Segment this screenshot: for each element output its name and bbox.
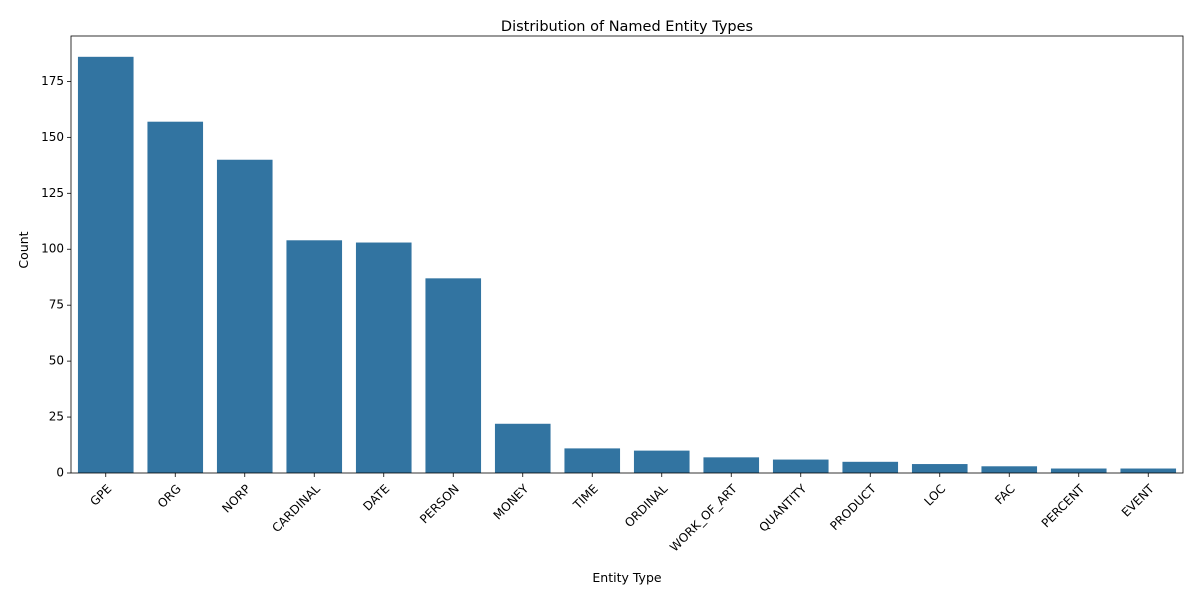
y-tick-label: 125 <box>41 186 64 200</box>
bar-ordinal <box>633 450 690 473</box>
bar-time <box>564 448 621 473</box>
x-axis-label: Entity Type <box>592 570 661 585</box>
axes-layer <box>70 35 1184 474</box>
x-tick-label: PRODUCT <box>827 481 879 533</box>
x-tick-label: EVENT <box>1119 481 1157 519</box>
y-tick-label: 25 <box>49 410 64 424</box>
x-tick-label: WORK_OF_ART <box>667 481 740 554</box>
chart-title: Distribution of Named Entity Types <box>501 19 753 35</box>
y-tick-label: 150 <box>41 130 64 144</box>
plot-frame <box>70 35 1184 474</box>
bar-person <box>425 278 482 473</box>
y-tick-label: 0 <box>56 466 64 480</box>
y-tick-label: 50 <box>49 354 64 368</box>
ticks-layer: GPE ORG NORP CARDINAL DATE PERSON MONEY TIME ORD… <box>41 74 1157 555</box>
y-tick-label: 100 <box>41 242 64 256</box>
x-tick-label: TIME <box>570 482 601 513</box>
bar-quantity <box>772 459 829 473</box>
x-tick-label: PERCENT <box>1039 481 1088 530</box>
x-tick-label: QUANTITY <box>756 481 809 534</box>
x-tick-label: NORP <box>219 482 253 516</box>
x-tick-label: MONEY <box>491 481 532 522</box>
x-tick-label: FAC <box>992 482 1018 508</box>
bar-event <box>1120 468 1177 473</box>
bar-product <box>842 461 899 473</box>
bar-gpe <box>77 56 134 474</box>
bar-date <box>355 242 412 473</box>
bar-org <box>147 121 204 473</box>
bar-money <box>494 423 551 473</box>
x-tick-label: GPE <box>87 482 114 509</box>
y-tick-label: 175 <box>41 74 64 88</box>
x-tick-label: DATE <box>360 482 392 514</box>
bar-norp <box>216 159 273 474</box>
y-axis-label: Count <box>16 231 31 268</box>
bar-percent <box>1050 468 1107 473</box>
x-tick-label: ORG <box>155 482 184 511</box>
bar-loc <box>911 464 968 473</box>
x-tick-label: LOC <box>921 482 948 509</box>
bar-fac <box>981 466 1038 473</box>
x-tick-label: PERSON <box>417 482 462 527</box>
y-tick-label: 75 <box>49 298 64 312</box>
bar-cardinal <box>286 240 343 473</box>
x-tick-label: ORDINAL <box>622 481 671 530</box>
bar-work-of-art <box>703 457 760 473</box>
x-tick-label: CARDINAL <box>269 481 323 535</box>
bars-layer <box>77 56 1177 474</box>
